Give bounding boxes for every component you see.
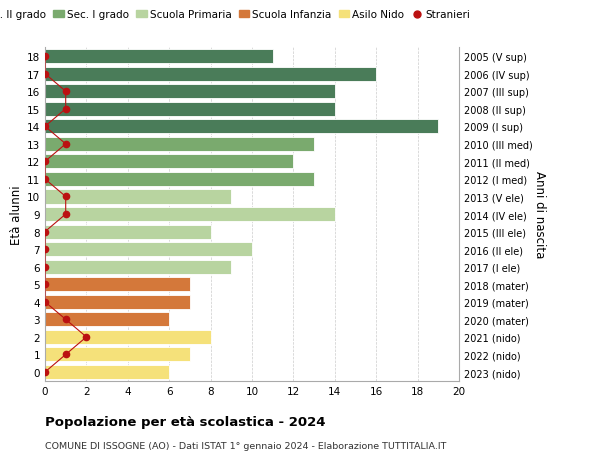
Bar xyxy=(45,85,335,99)
Bar xyxy=(45,190,232,204)
Legend: Sec. II grado, Sec. I grado, Scuola Primaria, Scuola Infanzia, Asilo Nido, Stran: Sec. II grado, Sec. I grado, Scuola Prim… xyxy=(0,10,470,20)
Bar xyxy=(45,67,376,82)
Bar xyxy=(45,102,335,117)
Y-axis label: Anni di nascita: Anni di nascita xyxy=(533,171,547,258)
Bar xyxy=(45,295,190,309)
Bar xyxy=(45,313,169,327)
Bar xyxy=(45,155,293,169)
Bar xyxy=(45,138,314,151)
Bar xyxy=(45,348,190,362)
Bar xyxy=(45,207,335,222)
Bar xyxy=(45,173,314,186)
Bar xyxy=(45,50,273,64)
Bar xyxy=(45,243,252,257)
Bar xyxy=(45,120,439,134)
Bar xyxy=(45,260,232,274)
Bar xyxy=(45,330,211,344)
Text: Popolazione per età scolastica - 2024: Popolazione per età scolastica - 2024 xyxy=(45,415,325,428)
Bar xyxy=(45,365,169,379)
Bar xyxy=(45,278,190,291)
Y-axis label: Età alunni: Età alunni xyxy=(10,185,23,244)
Bar xyxy=(45,225,211,239)
Text: COMUNE DI ISSOGNE (AO) - Dati ISTAT 1° gennaio 2024 - Elaborazione TUTTITALIA.IT: COMUNE DI ISSOGNE (AO) - Dati ISTAT 1° g… xyxy=(45,441,446,450)
